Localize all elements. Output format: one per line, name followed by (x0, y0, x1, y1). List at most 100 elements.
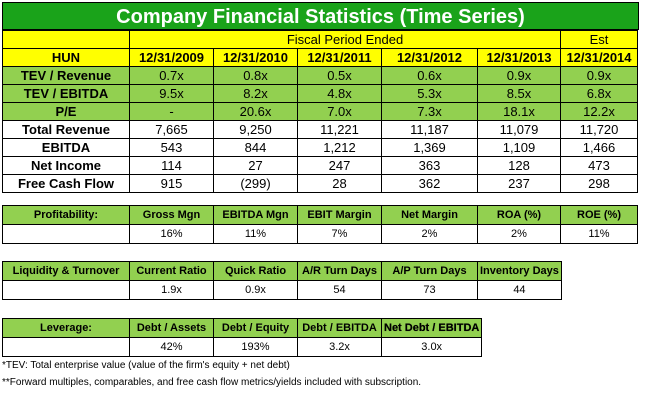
table-cell: 7,665 (129, 120, 214, 139)
row-label: Total Revenue (2, 120, 130, 139)
metric-value: 73 (381, 280, 478, 300)
metric-value: 0.9x (213, 280, 298, 300)
year-header: 12/31/2012 (381, 48, 478, 67)
table-cell: 27 (213, 156, 298, 175)
table-cell: 1,466 (560, 138, 638, 157)
leverage-table: Leverage: Debt / Assets Debt / Equity De… (2, 318, 483, 357)
multiple-row-pe: P/E - 20.6x 7.0x 7.3x 18.1x 12.2x (2, 102, 638, 121)
row-label: TEV / Revenue (2, 66, 130, 85)
metric-value: 2% (477, 224, 561, 244)
metric-value: 1.9x (129, 280, 214, 300)
metric-header: ROE (%) (560, 205, 638, 225)
table-cell: 0.9x (477, 66, 561, 85)
table-cell: 7.3x (381, 102, 478, 121)
multiple-row-tev-ebitda: TEV / EBITDA 9.5x 8.2x 4.8x 5.3x 8.5x 6.… (2, 84, 638, 103)
metric-header: Current Ratio (129, 261, 214, 281)
profitability-values-row: 16% 11% 7% 2% 2% 11% (2, 224, 638, 244)
metric-value: 16% (129, 224, 214, 244)
table-cell: 9.5x (129, 84, 214, 103)
table-cell: 11,187 (381, 120, 478, 139)
multiple-row-tev-revenue: TEV / Revenue 0.7x 0.8x 0.5x 0.6x 0.9x 0… (2, 66, 638, 85)
table-cell: 12.2x (560, 102, 638, 121)
year-header: 12/31/2011 (297, 48, 382, 67)
table-cell: 1,212 (297, 138, 382, 157)
table-cell: 8.2x (213, 84, 298, 103)
table-cell: 844 (213, 138, 298, 157)
table-cell: - (129, 102, 214, 121)
profitability-table: Profitability: Gross Mgn EBITDA Mgn EBIT… (2, 205, 638, 244)
metric-value: 7% (297, 224, 382, 244)
table-cell: 543 (129, 138, 214, 157)
table-cell: 11,221 (297, 120, 382, 139)
metric-value: 44 (477, 280, 562, 300)
metric-header: EBITDA Mgn (213, 205, 298, 225)
leverage-values-row: 42% 193% 3.2x 3.0x (2, 337, 483, 357)
fiscal-period-header: Fiscal Period Ended (129, 30, 561, 49)
table-cell: 128 (477, 156, 561, 175)
leverage-header-row: Leverage: Debt / Assets Debt / Equity De… (2, 318, 483, 338)
table-cell: 4.8x (297, 84, 382, 103)
table-cell: 0.7x (129, 66, 214, 85)
table-cell: 0.6x (381, 66, 478, 85)
metric-header: EBIT Margin (297, 205, 382, 225)
table-cell: 6.8x (560, 84, 638, 103)
year-header: 12/31/2014 (560, 48, 638, 67)
metric-header: Debt / Equity (213, 318, 298, 338)
metric-header: Net Debt / EBITDA (380, 318, 483, 338)
footnote-subscription: **Forward multiples, comparables, and fr… (2, 377, 422, 388)
metric-header: Debt / Assets (129, 318, 214, 338)
blank-header-cell (2, 30, 130, 49)
table-cell: 1,369 (381, 138, 478, 157)
section-label: Liquidity & Turnover (2, 261, 130, 281)
table-cell: 8.5x (477, 84, 561, 103)
row-label: Free Cash Flow (2, 174, 130, 193)
financial-row-net-income: Net Income 114 27 247 363 128 473 (2, 156, 638, 175)
metric-value: 193% (213, 337, 298, 357)
metric-value: 54 (297, 280, 382, 300)
ticker-label: HUN (2, 48, 130, 67)
row-label: TEV / EBITDA (2, 84, 130, 103)
liquidity-values-row: 1.9x 0.9x 54 73 44 (2, 280, 562, 300)
blank-cell (2, 224, 130, 244)
liquidity-header-row: Liquidity & Turnover Current Ratio Quick… (2, 261, 562, 281)
table-cell: 298 (560, 174, 638, 193)
blank-cell (2, 337, 130, 357)
metric-header: Inventory Days (477, 261, 562, 281)
table-cell: 473 (560, 156, 638, 175)
header-row-period: Fiscal Period Ended Est (2, 30, 638, 49)
row-label: P/E (2, 102, 130, 121)
metric-header: Quick Ratio (213, 261, 298, 281)
table-cell: 9,250 (213, 120, 298, 139)
footnote-tev: *TEV: Total enterprise value (value of t… (2, 360, 290, 371)
financial-row-total-revenue: Total Revenue 7,665 9,250 11,221 11,187 … (2, 120, 638, 139)
table-cell: 237 (477, 174, 561, 193)
metric-value: 3.0x (380, 337, 483, 357)
year-header: 12/31/2010 (213, 48, 298, 67)
table-cell: 0.9x (560, 66, 638, 85)
section-label: Leverage: (2, 318, 130, 338)
table-cell: 0.5x (297, 66, 382, 85)
profitability-header-row: Profitability: Gross Mgn EBITDA Mgn EBIT… (2, 205, 638, 225)
year-header: 12/31/2013 (477, 48, 561, 67)
header-row-years: HUN 12/31/2009 12/31/2010 12/31/2011 12/… (2, 48, 638, 67)
table-cell: 0.8x (213, 66, 298, 85)
table-cell: 28 (297, 174, 382, 193)
table-cell: 5.3x (381, 84, 478, 103)
metric-header: ROA (%) (477, 205, 561, 225)
table-cell: 11,079 (477, 120, 561, 139)
section-label: Profitability: (2, 205, 130, 225)
year-header: 12/31/2009 (129, 48, 214, 67)
metric-header: Debt / EBITDA (297, 318, 382, 338)
metric-value: 3.2x (297, 337, 382, 357)
metric-header: A/R Turn Days (297, 261, 382, 281)
metric-value: 2% (381, 224, 478, 244)
table-cell: 7.0x (297, 102, 382, 121)
blank-cell (2, 280, 130, 300)
table-cell: 20.6x (213, 102, 298, 121)
time-series-table: Fiscal Period Ended Est HUN 12/31/2009 1… (2, 30, 638, 193)
liquidity-table: Liquidity & Turnover Current Ratio Quick… (2, 261, 562, 300)
metric-value: 42% (129, 337, 214, 357)
metric-header: Net Margin (381, 205, 478, 225)
table-cell: 114 (129, 156, 214, 175)
